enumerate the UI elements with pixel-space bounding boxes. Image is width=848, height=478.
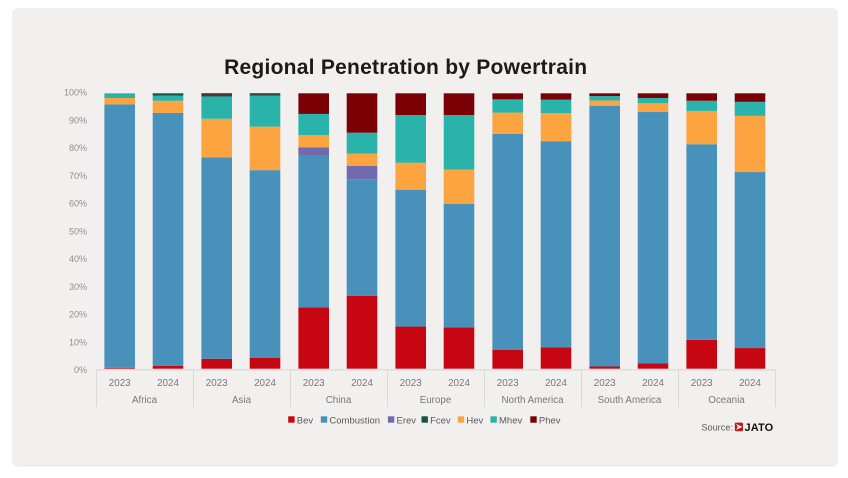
svg-text:30%: 30% <box>69 282 87 292</box>
svg-text:90%: 90% <box>69 115 87 125</box>
svg-text:2024: 2024 <box>448 378 470 389</box>
svg-text:2024: 2024 <box>254 378 276 389</box>
svg-text:Source:: Source: <box>701 423 733 433</box>
svg-text:Hev: Hev <box>466 416 483 427</box>
svg-text:Fcev: Fcev <box>430 416 451 427</box>
svg-text:100%: 100% <box>64 88 87 98</box>
svg-text:80%: 80% <box>69 143 87 153</box>
svg-text:50%: 50% <box>69 226 87 236</box>
svg-text:10%: 10% <box>69 337 87 347</box>
svg-text:Europe: Europe <box>420 395 452 406</box>
svg-text:70%: 70% <box>69 171 87 181</box>
svg-text:2024: 2024 <box>157 378 179 389</box>
svg-text:2024: 2024 <box>642 378 664 389</box>
svg-text:2024: 2024 <box>545 378 567 389</box>
svg-text:2023: 2023 <box>400 378 422 389</box>
svg-text:Combustion: Combustion <box>329 416 380 427</box>
svg-text:Africa: Africa <box>132 395 158 406</box>
svg-text:2023: 2023 <box>303 378 325 389</box>
svg-text:2023: 2023 <box>594 378 616 389</box>
svg-text:2023: 2023 <box>497 378 519 389</box>
svg-text:0%: 0% <box>74 365 87 375</box>
svg-text:60%: 60% <box>69 199 87 209</box>
svg-text:40%: 40% <box>69 254 87 264</box>
svg-text:20%: 20% <box>69 310 87 320</box>
svg-text:2023: 2023 <box>206 378 228 389</box>
svg-text:South America: South America <box>598 395 662 406</box>
svg-text:Oceania: Oceania <box>708 395 745 406</box>
svg-text:2024: 2024 <box>739 378 761 389</box>
svg-text:Asia: Asia <box>232 395 252 406</box>
svg-text:JATO: JATO <box>745 422 774 434</box>
svg-text:Phev: Phev <box>539 416 561 427</box>
svg-text:2023: 2023 <box>109 378 131 389</box>
svg-text:North America: North America <box>501 395 564 406</box>
svg-text:2024: 2024 <box>351 378 373 389</box>
svg-text:Bev: Bev <box>297 416 314 427</box>
svg-text:Mhev: Mhev <box>499 416 522 427</box>
svg-text:Regional Penetration by Powert: Regional Penetration by Powertrain <box>224 56 587 79</box>
svg-text:China: China <box>326 395 352 406</box>
svg-text:2023: 2023 <box>691 378 713 389</box>
svg-text:Erev: Erev <box>397 416 417 427</box>
